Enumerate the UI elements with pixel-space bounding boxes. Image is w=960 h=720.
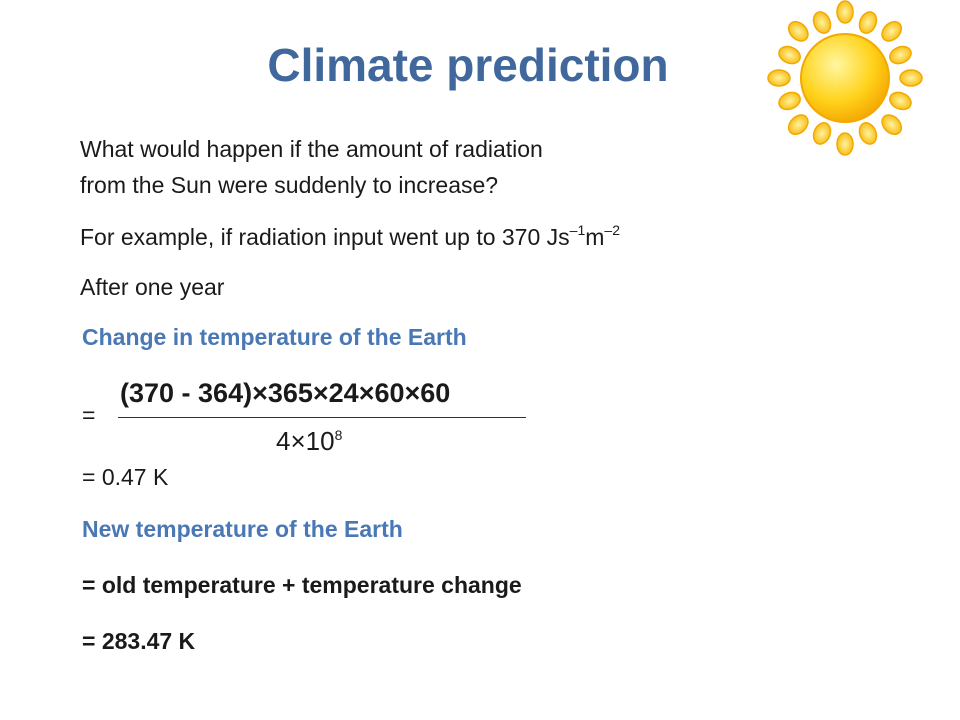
- result: = 283.47 K: [82, 628, 196, 654]
- sun-ray: [836, 132, 854, 156]
- sun-ray: [899, 69, 923, 87]
- numerator: (370 - 364)×365×24×60×60: [120, 378, 451, 408]
- sun-ray: [787, 114, 809, 136]
- example-text: For example, if radiation input went up …: [80, 224, 570, 250]
- exponent: 8: [334, 427, 343, 443]
- sun-ray: [889, 45, 912, 65]
- result: = 0.47 K: [82, 464, 169, 490]
- fraction-line: [118, 417, 526, 418]
- title: Climate prediction: [267, 39, 669, 91]
- formula: = old temperature + temperature change: [82, 572, 522, 598]
- denominator: 4×108: [276, 426, 342, 457]
- sun-ray: [881, 114, 903, 136]
- sun-rays: [767, 0, 923, 156]
- sun-ray: [889, 91, 912, 111]
- sun-ray: [812, 11, 832, 34]
- sun-ray: [881, 20, 903, 42]
- question-line: from the Sun were suddenly to increase?: [80, 172, 499, 198]
- equals: =: [82, 402, 96, 428]
- sun-ray: [787, 20, 809, 42]
- question-line: What would happen if the amount of radia…: [80, 136, 543, 162]
- unit: m: [585, 224, 605, 250]
- sun-ray: [767, 69, 791, 87]
- sun-ray: [858, 122, 878, 145]
- sun-ray: [778, 45, 801, 65]
- heading: New temperature of the Earth: [82, 516, 403, 542]
- denominator-base: 4×10: [276, 426, 335, 456]
- sun-icon: [767, 0, 923, 156]
- sun-disc: [800, 33, 890, 123]
- sun-ray: [812, 122, 832, 145]
- sun-ray: [836, 0, 854, 24]
- heading: Change in temperature of the Earth: [82, 324, 467, 350]
- exponent: –1: [569, 222, 586, 238]
- sun-ray: [858, 11, 878, 34]
- exponent: –2: [604, 222, 620, 238]
- after-text: After one year: [80, 274, 225, 300]
- sun-ray: [778, 91, 801, 111]
- example: For example, if radiation input went up …: [80, 222, 620, 251]
